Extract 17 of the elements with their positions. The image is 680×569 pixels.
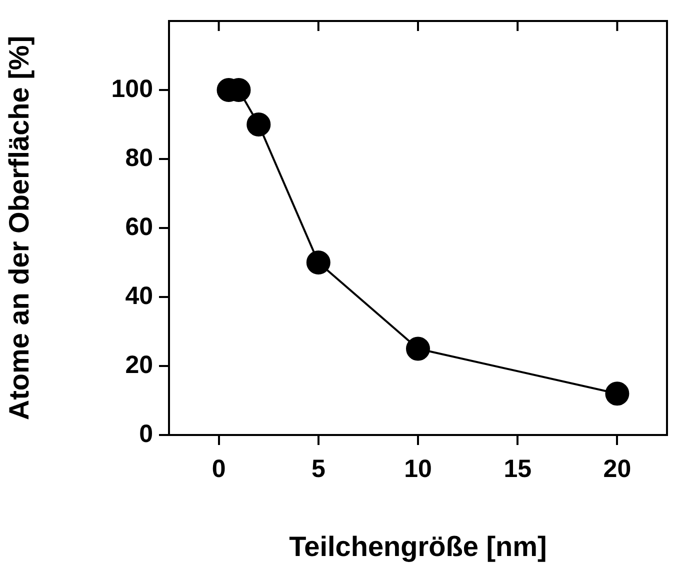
- x-tick-label: 10: [404, 454, 432, 483]
- y-tick-label: 80: [125, 144, 153, 172]
- point: [605, 382, 630, 406]
- x-tick-label: 20: [603, 454, 632, 483]
- x-axis-title: Teilchengröße [nm]: [289, 530, 547, 562]
- y-tick-label: 0: [139, 420, 153, 448]
- y-axis-title: Atome an der Oberfläche [%]: [4, 36, 35, 420]
- x-tick-label: 5: [311, 454, 326, 483]
- y-tick-label: 40: [125, 282, 153, 310]
- x-tick-label: 15: [504, 454, 532, 483]
- point: [306, 250, 330, 274]
- point: [406, 336, 430, 361]
- y-tick-label: 100: [111, 74, 153, 103]
- point: [246, 112, 271, 136]
- y-tick-label: 60: [125, 212, 153, 241]
- y-tick-label: 20: [125, 350, 153, 379]
- x-tick-label: 0: [212, 454, 226, 483]
